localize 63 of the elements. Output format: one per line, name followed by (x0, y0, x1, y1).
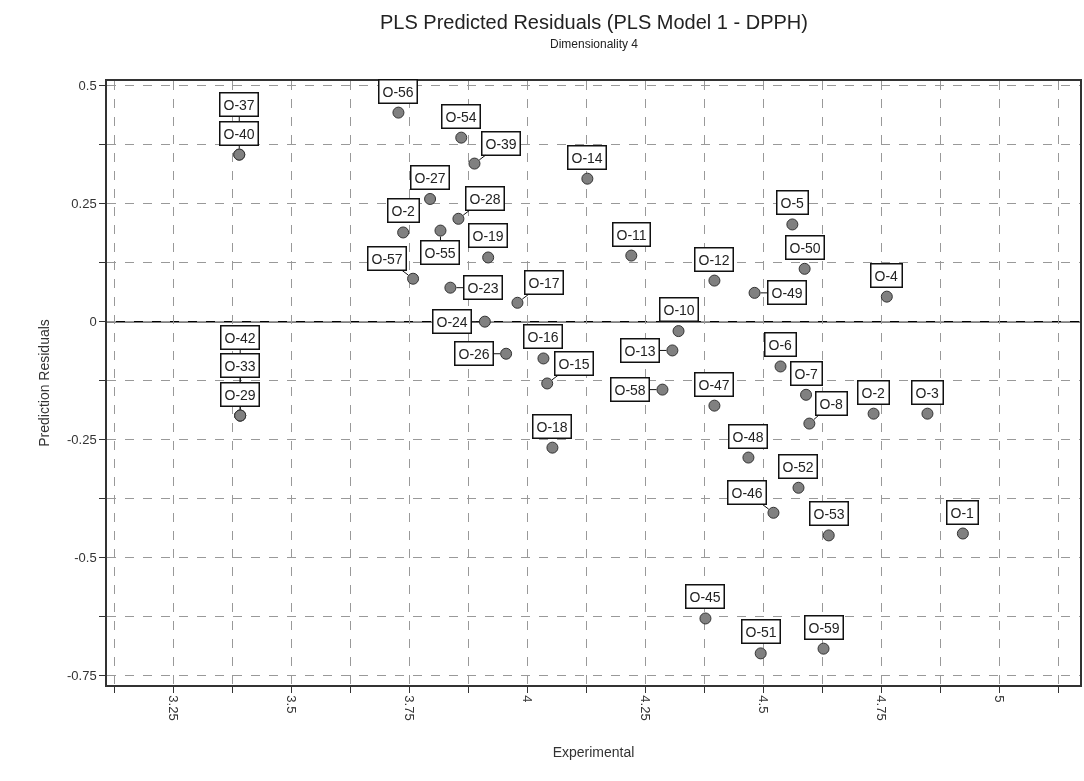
x-tick-label: 4.5 (756, 695, 772, 714)
chart-title: PLS Predicted Residuals (PLS Model 1 - DPPH) (380, 11, 808, 33)
x-tick-label: 5 (992, 695, 1008, 703)
annotation: O-33 (224, 357, 256, 374)
annotation: O-26 (458, 345, 490, 362)
annotation: O-6 (768, 336, 793, 353)
x-tick-label: 3.5 (283, 695, 299, 714)
annotation: O-10 (663, 301, 695, 318)
annotation: O-2 (861, 384, 886, 401)
annotation: O-3 (915, 384, 940, 401)
annotation: O-54 (445, 108, 477, 125)
annotation: O-40 (223, 125, 255, 142)
annotation: O-47 (698, 376, 730, 393)
chart-subtitle: Dimensionality 4 (550, 37, 639, 51)
annotation: O-46 (731, 484, 763, 501)
x-axis-title: Experimental (552, 744, 635, 761)
x-tick-label: 4.25 (638, 695, 654, 721)
x-tick-label: 3.25 (165, 695, 181, 721)
y-tick-label: -0.5 (74, 550, 97, 566)
annotation: O-1 (950, 504, 975, 521)
annotation: O-59 (808, 619, 840, 636)
y-tick-label: -0.25 (67, 432, 97, 448)
y-tick-label: -0.75 (67, 668, 97, 684)
annotation: O-8 (819, 395, 844, 412)
annotation: O-5 (780, 194, 805, 211)
x-tick-label: 4.75 (874, 695, 890, 721)
annotation: O-23 (467, 279, 499, 296)
annotation: O-29 (224, 386, 256, 403)
annotation: O-24 (436, 313, 468, 330)
annotation: O-12 (698, 251, 730, 268)
annotation: O-37 (223, 96, 255, 113)
annotation: O-4 (874, 267, 899, 284)
annotation: O-2 (391, 202, 416, 219)
annotation: O-55 (424, 244, 456, 261)
annotation: O-53 (813, 505, 845, 522)
annotation: O-45 (689, 588, 721, 605)
annotation: O-39 (485, 135, 517, 152)
annotation: O-13 (624, 342, 656, 359)
y-tick-label: 0.5 (78, 78, 97, 94)
x-tick-label: 3.75 (402, 695, 418, 721)
annotation: O-52 (782, 458, 814, 475)
annotation: O-58 (614, 381, 646, 398)
annotation: O-14 (571, 149, 603, 166)
annotation: O-48 (732, 428, 764, 445)
annotation: O-18 (536, 418, 568, 435)
annotation: O-56 (382, 83, 414, 100)
annotation: O-27 (414, 169, 446, 186)
annotation: O-57 (371, 250, 403, 267)
x-tick-label: 4 (520, 695, 536, 703)
y-tick-label: 0 (89, 314, 97, 330)
annotation: O-11 (616, 226, 647, 243)
y-axis-title: Prediction Residuals (36, 319, 53, 447)
annotation: O-49 (771, 284, 803, 301)
annotation: O-15 (558, 355, 590, 372)
annotation: O-28 (469, 190, 501, 207)
annotation: O-42 (224, 329, 256, 346)
annotation: O-16 (527, 328, 559, 345)
y-tick-label: 0.25 (71, 196, 97, 212)
annotation: O-51 (745, 623, 777, 640)
annotation: O-7 (794, 365, 819, 382)
annotation: O-50 (789, 239, 821, 256)
annotation: O-19 (472, 227, 504, 244)
annotation: O-17 (528, 274, 560, 291)
